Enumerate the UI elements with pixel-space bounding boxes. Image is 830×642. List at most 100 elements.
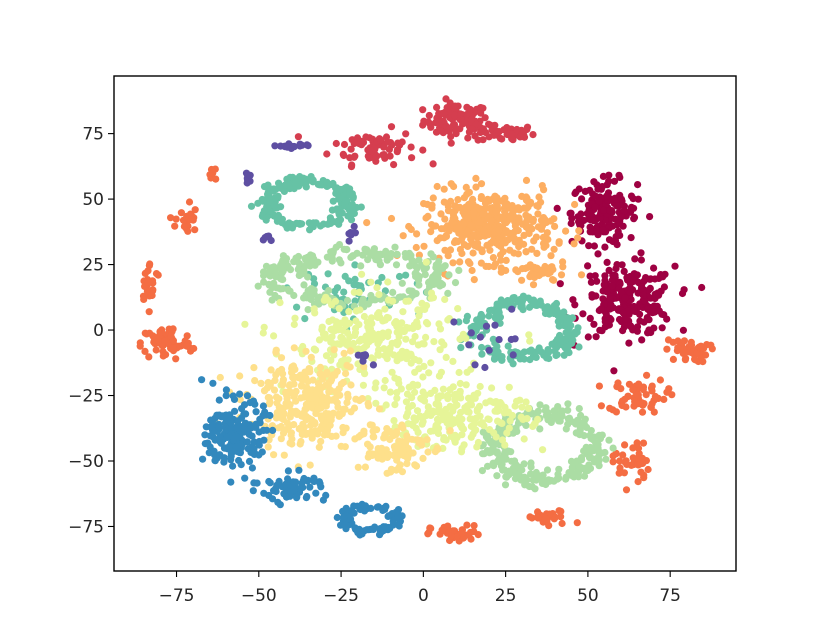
data-point [482, 205, 490, 213]
data-point [372, 399, 380, 407]
data-point [585, 461, 593, 469]
data-point [644, 329, 652, 337]
data-point [493, 472, 501, 480]
data-point [437, 279, 445, 287]
data-point [298, 430, 306, 438]
data-point [650, 264, 658, 272]
data-point [387, 123, 396, 131]
data-point [445, 271, 453, 279]
data-point [436, 234, 444, 242]
data-point [378, 273, 386, 282]
data-point [370, 144, 378, 153]
data-point [520, 460, 528, 468]
data-point [437, 210, 445, 218]
data-point [631, 255, 639, 263]
data-point [468, 115, 476, 124]
data-point [571, 200, 579, 209]
data-point [241, 474, 249, 482]
data-point [255, 437, 263, 446]
data-point [596, 214, 605, 222]
data-point [506, 417, 514, 425]
data-point [394, 146, 402, 154]
data-point [497, 419, 505, 427]
data-point [634, 444, 643, 452]
data-point [314, 405, 322, 413]
data-point [441, 295, 449, 303]
data-point [236, 396, 244, 404]
data-point [290, 344, 298, 352]
data-point [428, 277, 436, 285]
data-point [474, 531, 482, 539]
data-point [212, 175, 220, 183]
data-point [263, 232, 271, 241]
data-point [183, 332, 191, 340]
data-point [365, 450, 373, 458]
data-point [456, 379, 464, 388]
data-point [480, 227, 488, 235]
data-point [393, 389, 401, 397]
data-point [222, 392, 230, 400]
data-point [592, 292, 600, 300]
data-point [290, 291, 298, 300]
data-point [434, 118, 442, 126]
data-point [508, 130, 516, 138]
data-point [216, 373, 224, 382]
data-point [470, 276, 478, 284]
data-point [271, 142, 279, 150]
data-point [449, 208, 457, 216]
data-point [295, 260, 303, 268]
data-point [514, 204, 522, 212]
plot-frame [113, 75, 737, 572]
data-point [427, 359, 435, 367]
data-point [442, 95, 450, 103]
data-point [336, 361, 344, 369]
data-point [633, 271, 642, 279]
data-point [450, 392, 458, 400]
data-point [501, 481, 510, 489]
data-point [562, 329, 570, 337]
data-point [447, 180, 455, 188]
data-point [646, 213, 654, 221]
data-point [380, 434, 388, 442]
data-point [373, 284, 381, 292]
data-point [282, 255, 291, 263]
data-point [467, 329, 475, 337]
data-point [585, 242, 593, 250]
data-point [478, 318, 486, 326]
data-point [592, 333, 600, 341]
data-point [307, 291, 315, 299]
data-point [469, 200, 477, 208]
data-point [519, 415, 527, 423]
data-point [559, 263, 567, 271]
data-point [557, 513, 565, 521]
data-point [290, 478, 298, 486]
data-point [485, 346, 493, 354]
data-point [440, 434, 448, 442]
data-point [570, 470, 578, 478]
data-point [525, 331, 533, 339]
data-point [520, 435, 528, 443]
data-point [152, 346, 160, 354]
data-point [529, 281, 538, 289]
data-point [351, 525, 360, 533]
data-point [503, 429, 511, 437]
data-point [279, 275, 287, 284]
data-point [286, 381, 294, 389]
data-point [586, 272, 594, 280]
data-point [327, 338, 335, 346]
data-point [577, 454, 586, 462]
data-point [424, 530, 432, 538]
data-point [419, 106, 427, 114]
data-point [605, 171, 613, 179]
data-point [556, 339, 564, 347]
data-point [264, 393, 272, 402]
data-point [437, 127, 445, 135]
data-point [270, 263, 278, 271]
data-point [445, 127, 453, 135]
data-point [343, 245, 351, 254]
data-point [288, 435, 296, 443]
data-point [581, 187, 589, 195]
data-point [698, 283, 706, 292]
data-point [390, 417, 398, 425]
data-point [450, 111, 459, 119]
